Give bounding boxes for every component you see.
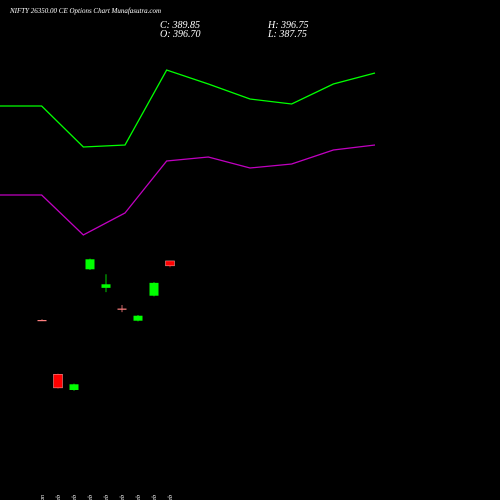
x-tick-label: 29 Jan: [40, 495, 46, 500]
x-tick-label: 05 Feb: [120, 495, 126, 500]
candle-body: [149, 282, 159, 296]
x-tick-label: 01 Feb: [56, 495, 62, 500]
candle-body: [101, 284, 111, 288]
x-tick-label: 09 Feb: [152, 495, 158, 500]
candle-body: [69, 384, 79, 390]
line-series: [0, 69, 376, 148]
candle-body: [37, 320, 47, 322]
x-tick-label: 04 Feb: [103, 495, 110, 500]
candle-body: [117, 308, 127, 310]
open-readout: O: 396.70: [160, 29, 201, 40]
candle-body: [133, 315, 143, 321]
x-tick-label: 02 Feb: [72, 495, 78, 500]
candle-body: [53, 374, 63, 389]
candle-body: [85, 259, 95, 270]
candle-body: [165, 260, 175, 267]
x-tick-label: 10 Feb: [168, 495, 174, 500]
x-tick-label: 03 Feb: [88, 495, 94, 500]
chart-title: NIFTY 26350.00 CE Options Chart Munafasu…: [9, 7, 161, 15]
high-readout: H: 396.75: [267, 20, 309, 31]
close-readout: C: 389.85: [160, 20, 200, 31]
x-tick-label: 06 Feb: [136, 495, 142, 500]
line-series: [0, 144, 376, 236]
low-readout: L: 387.75: [267, 29, 307, 40]
